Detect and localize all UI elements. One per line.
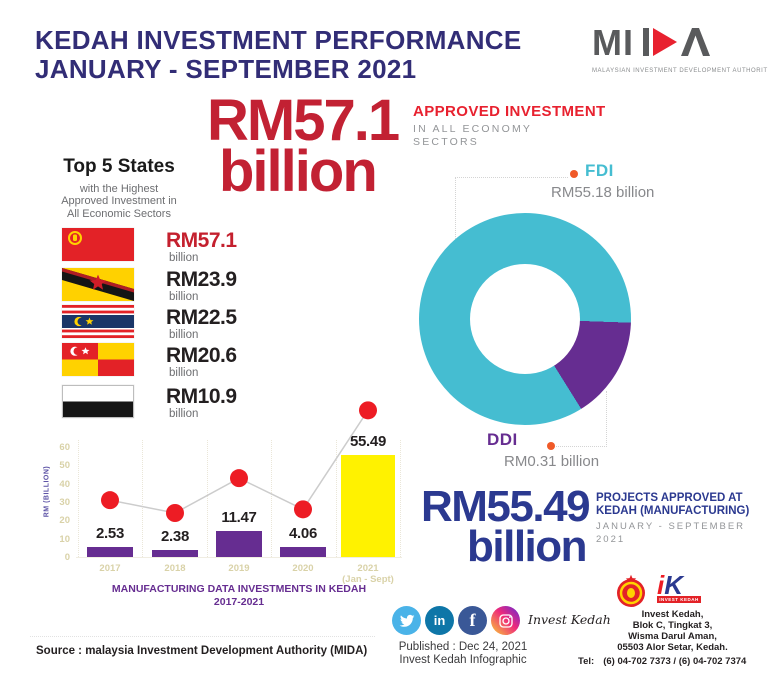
invest-kedah-banner: INVEST KEDAH — [657, 596, 701, 603]
ddi-legend-dot-icon — [547, 442, 555, 450]
facebook-icon[interactable]: f — [458, 606, 487, 635]
selangor-flag-icon — [62, 343, 134, 376]
manufacturing-amount: RM55.49 billion — [421, 482, 591, 572]
hero-label-line2: IN ALL ECONOMY — [413, 123, 533, 135]
x-tick-2021: 2021 — [357, 563, 379, 574]
telephone-line: Tel: (6) 04-702 7373 / (6) 04-702 7374 — [578, 656, 746, 667]
kuala-lumpur-flag-icon — [62, 305, 134, 338]
y-tick-20: 20 — [59, 515, 70, 527]
hero-amount: RM57.1 — [207, 88, 400, 153]
invest-kedah-logo: iK INVEST KEDAH — [657, 572, 701, 603]
manufacturing-label: PROJECTS APPROVED AT KEDAH (MANUFACTURIN… — [596, 492, 750, 545]
bar-2018 — [152, 550, 198, 557]
x-tick-2020: 2020 — [292, 563, 314, 574]
ddi-value: RM0.31 billion — [504, 453, 600, 470]
bar-value-2019: 11.47 — [221, 509, 257, 526]
top5-subtitle: with the Highest Approved Investment in … — [61, 183, 177, 220]
state-value-kuala-lumpur: RM22.5 billion — [166, 306, 237, 341]
kedah-crest-icon — [617, 574, 645, 607]
bar-chart-title-line2: 2017-2021 — [213, 596, 265, 608]
y-tick-30: 30 — [59, 497, 70, 508]
mida-wordmark-mi: MI — [592, 24, 634, 62]
fdi-ddi-donut-chart — [419, 213, 631, 425]
trend-dot-2021 — [359, 401, 377, 420]
bar-value-2020: 4.06 — [289, 525, 317, 542]
y-tick-0: 0 — [64, 552, 70, 563]
hero-label-line1: APPROVED INVESTMENT — [413, 103, 606, 120]
trend-dot-2019 — [230, 469, 248, 488]
mida-red-arrow-icon — [653, 28, 677, 56]
y-tick-50: 50 — [59, 460, 70, 472]
hero-label-line3: SECTORS — [413, 136, 479, 148]
mida-tagline: MALAYSIAN INVESTMENT DEVELOPMENT AUTHORI… — [592, 68, 768, 74]
sarawak-flag-icon — [62, 268, 134, 301]
bar-2017 — [87, 547, 133, 557]
x-tick-2019: 2019 — [228, 563, 250, 574]
kedah-flag-icon — [62, 228, 134, 261]
linkedin-icon[interactable]: in — [425, 606, 454, 635]
fdi-leader-line — [455, 177, 568, 257]
donut-hole — [470, 264, 580, 374]
tel-value: (6) 04-702 7373 / (6) 04-702 7374 — [603, 656, 747, 667]
invest-kedah-script: Invest Kedah — [528, 612, 611, 627]
instagram-camera-icon — [498, 613, 513, 628]
x-tick-2017: 2017 — [99, 563, 121, 574]
mida-logo: MI MALAYSIAN INVESTMENT DEVELOPMENT AUTH… — [592, 22, 768, 74]
twitter-bird-icon — [399, 614, 415, 627]
bar-chart-ylabel: RM (BILLION) — [43, 465, 51, 518]
page-title-line1: KEDAH INVESTMENT PERFORMANCE — [35, 25, 522, 55]
source-divider — [30, 636, 375, 637]
bar-2019 — [216, 531, 262, 557]
tel-label: Tel: — [578, 656, 595, 667]
state-value-sarawak: RM23.9 billion — [166, 268, 237, 303]
page-title-line2: JANUARY - SEPTEMBER 2021 — [35, 53, 417, 84]
instagram-icon[interactable] — [491, 606, 520, 635]
twitter-icon[interactable] — [392, 606, 421, 635]
trend-dot-2017 — [101, 491, 119, 510]
trend-dot-2018 — [166, 504, 184, 522]
address-block: Invest Kedah, Blok C, Tingkat 3, Wisma D… — [617, 609, 728, 653]
bar-chart-title-line1: MANUFACTURING DATA INVESTMENTS IN KEDAH — [111, 583, 367, 595]
bar-chart-baseline — [76, 557, 402, 558]
y-tick-60: 60 — [59, 442, 70, 453]
page-title: KEDAH INVESTMENT PERFORMANCE JANUARY - S… — [35, 26, 522, 83]
y-tick-40: 40 — [59, 478, 70, 490]
manufacturing-bar-chart: RM (BILLION) MANUFACTURING DATA INVESTME… — [30, 400, 410, 612]
hero-unit: billion — [219, 139, 378, 205]
source-text: Source : malaysia Investment Development… — [36, 645, 368, 657]
x-tick-note: (Jan - Sept) — [342, 574, 394, 585]
bar-value-2018: 2.38 — [161, 528, 189, 545]
ddi-label: DDI — [487, 430, 518, 449]
fdi-label: FDI — [585, 161, 614, 180]
gridline — [78, 440, 79, 557]
fdi-legend-dot-icon — [570, 170, 578, 178]
published-info: Published : Dec 24, 2021 Invest Kedah In… — [398, 641, 528, 666]
bar-value-2021: 55.49 — [349, 433, 387, 450]
hero-approved-investment-label: APPROVED INVESTMENT IN ALL ECONOMY SECTO… — [413, 103, 606, 148]
trend-dot-2020 — [294, 500, 312, 519]
mida-logo-icon: MI — [592, 22, 710, 63]
y-tick-10: 10 — [59, 533, 70, 545]
top5-title: Top 5 States — [63, 156, 175, 177]
state-value-selangor: RM20.6 billion — [166, 344, 237, 379]
bar-value-2017: 2.53 — [96, 525, 124, 542]
gridline — [400, 440, 401, 557]
ddi-leader-line — [556, 391, 607, 447]
state-value-kedah: RM57.1 billion — [166, 229, 237, 264]
bar-2021 — [341, 455, 395, 557]
bar-2020 — [280, 547, 326, 557]
fdi-value: RM55.18 billion — [551, 184, 655, 201]
x-tick-2018: 2018 — [164, 563, 186, 574]
hero-approved-investment-amount: RM57.1 billion — [207, 88, 400, 205]
